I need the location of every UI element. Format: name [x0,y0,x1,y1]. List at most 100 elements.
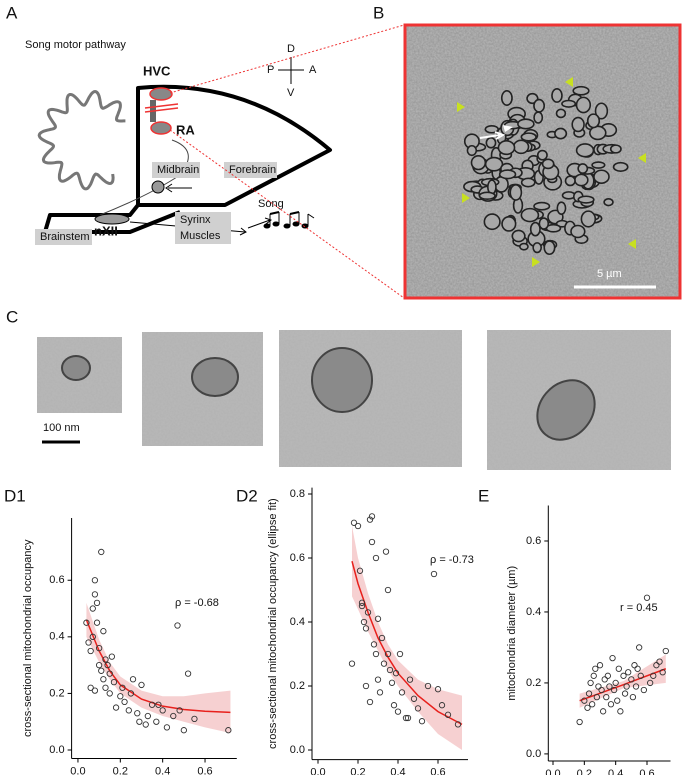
point [394,708,402,715]
panel-label: E [478,486,489,505]
point [127,690,135,697]
point [366,698,374,706]
point [368,513,376,520]
axon [543,240,556,256]
point [93,619,101,626]
axon [555,108,567,119]
y-tick-label: 0.0 [290,744,305,756]
x-tick-label: 0.0 [545,768,560,775]
axon [580,210,597,228]
point [444,711,452,718]
x-tick-label: 0.4 [608,768,623,775]
point [100,628,107,635]
point [163,724,171,731]
point [592,665,599,672]
axon [536,149,548,161]
label-box [175,212,231,244]
hvc-nucleus [149,87,173,101]
compass-label: P [267,64,274,76]
point [110,678,118,686]
point [659,669,666,676]
arrow [247,217,273,229]
point [418,718,426,725]
micrographs: 100 nm [37,330,671,470]
point [136,718,143,725]
label: Forebrain [229,164,276,176]
point [180,727,188,734]
point [93,599,101,607]
label-box [152,162,200,178]
x-tick-label: 0.6 [639,768,654,775]
point [372,650,380,658]
micrograph: 5 µm [403,23,682,300]
point [119,684,126,691]
point [358,602,366,610]
axon [501,216,517,232]
point [108,653,115,660]
axon [500,90,513,106]
point [159,707,166,714]
y-tick-label: 0.6 [526,535,541,547]
arrowhead [638,153,646,163]
point [404,714,412,722]
x-tick-label: 0.4 [390,767,405,775]
point [380,660,388,667]
point [184,670,192,677]
x-tick-label: 0.0 [70,765,85,775]
ra-nucleus [150,121,172,135]
point [91,687,99,694]
label: HVC [143,63,171,78]
arrowhead [457,102,465,112]
point [95,645,103,652]
point [89,633,96,640]
axon [533,111,544,124]
axon [484,125,500,134]
point [153,718,160,725]
point [372,554,380,562]
point [370,641,378,648]
axon [591,161,606,169]
point [376,689,384,696]
arrowhead [532,257,540,267]
point [430,570,438,578]
point [615,665,622,672]
y-tick-label: 0.8 [290,488,305,500]
axon [533,98,546,113]
panel-label: D2 [236,486,258,505]
axon [556,201,567,215]
panel-label: C [6,307,18,326]
point [364,609,372,616]
point [584,704,591,711]
point [91,577,99,584]
brain-outline [43,84,332,234]
point [358,599,366,606]
point [134,710,141,717]
mitochondrion [191,357,239,397]
annotation: r = 0.45 [620,602,658,614]
point [612,679,619,687]
x-tick-label: 0.2 [577,768,592,775]
point [87,684,94,691]
point [138,681,145,689]
point [104,661,111,669]
arrowhead [565,77,573,87]
point [434,686,442,693]
axon [497,140,516,156]
label-box [224,162,277,178]
point [424,682,432,690]
diagram: Song motor pathway HVC RA Midbrain Foreb… [25,24,405,299]
point [646,679,654,687]
axon [577,163,589,174]
y-tick-label: 0.4 [290,616,305,628]
axon [509,184,523,201]
y-tick-label: 0.0 [49,744,64,756]
point [595,683,602,690]
point [603,693,610,701]
point [438,702,446,709]
point [102,656,109,663]
axon [520,177,536,188]
mitochondrion [61,355,91,381]
axon [575,96,592,114]
arrowhead [628,239,636,249]
y-tick-label: 0.6 [49,574,64,586]
